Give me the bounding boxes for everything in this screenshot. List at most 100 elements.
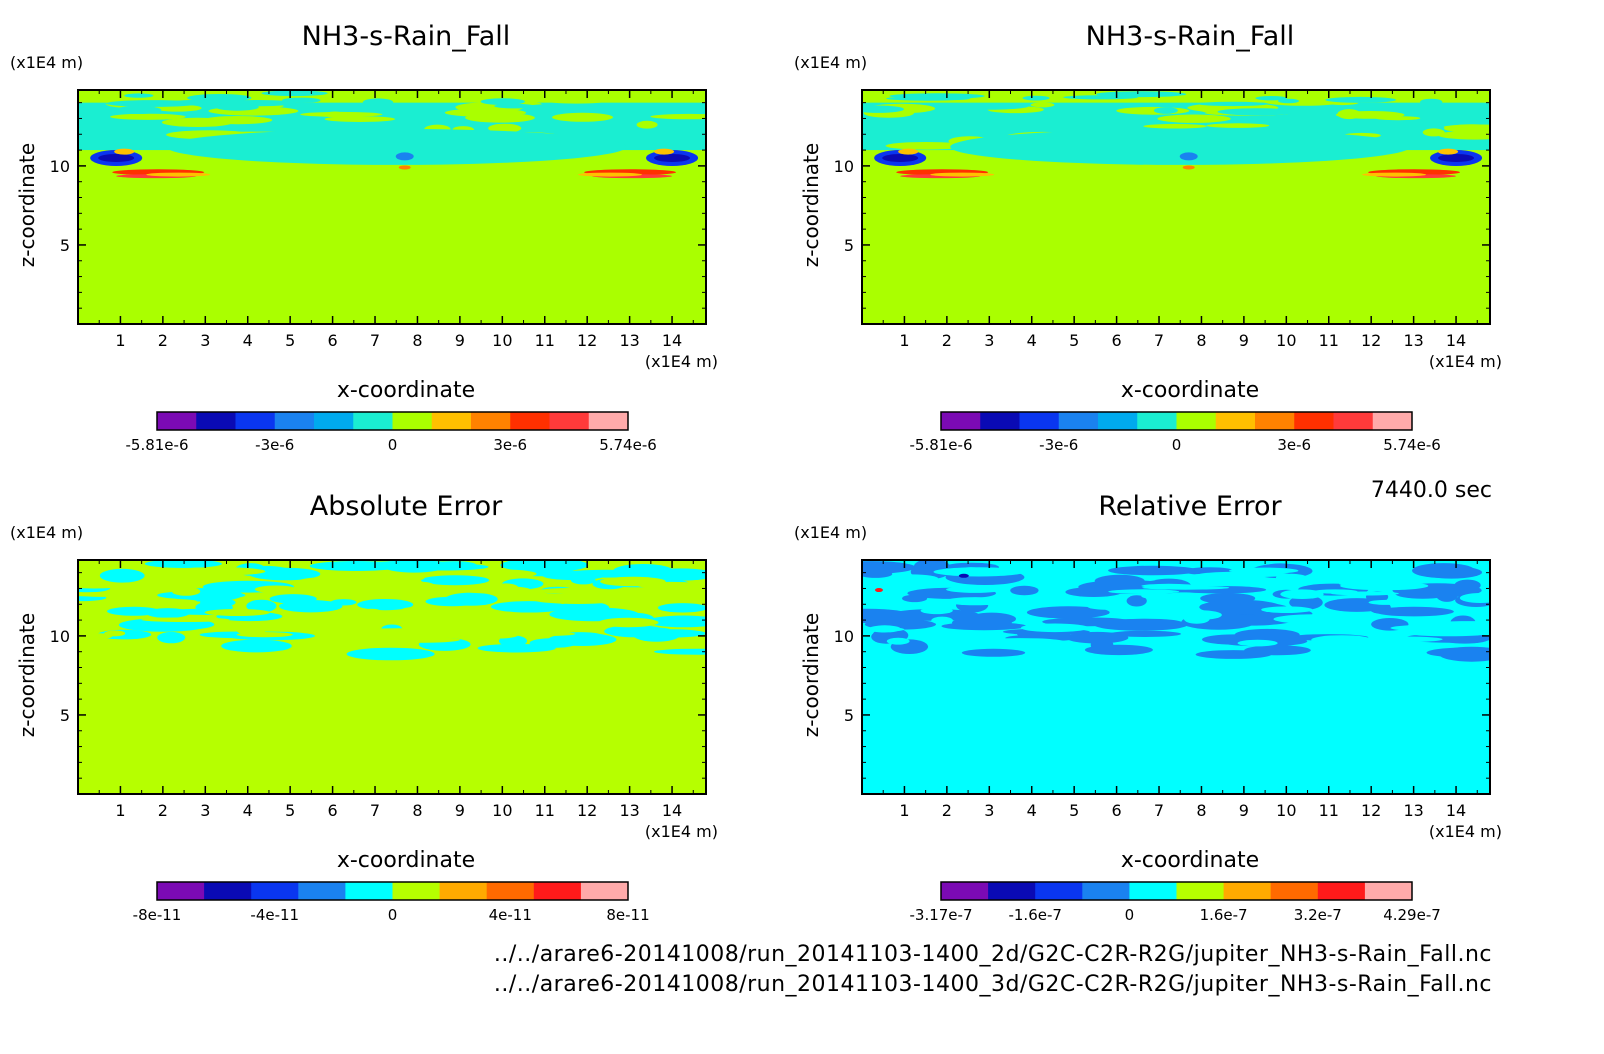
colorbar-swatch [486,882,535,900]
contour-patch [261,90,328,97]
colorbar-swatch [274,412,315,430]
contour-patch [1063,95,1139,100]
colorbar-label: -3e-6 [255,436,294,454]
colorbar-label: -4e-11 [250,906,299,924]
x-tick-label: 11 [535,331,555,350]
contour-patch [324,116,395,122]
colorbar-swatch [439,882,488,900]
x-tick-label: 5 [285,801,295,820]
colorbar-swatch [1058,412,1099,430]
contour-patch [1066,631,1129,644]
contour-patch [654,648,706,655]
colorbar-swatch [157,412,197,430]
x-axis-label: x-coordinate [337,848,475,873]
colorbar-swatch [392,412,433,430]
contour-patch [933,567,1025,577]
contour-patch [336,582,413,587]
y-unit-label: (x1E4 m) [10,53,83,72]
contour-patch [931,616,953,625]
vortex-pos3-right [1362,172,1427,177]
contour-patch [1459,593,1490,603]
contour-patch [400,607,429,615]
contour-patch [666,616,706,627]
x-tick-label: 9 [455,801,465,820]
colorbar: -5.81e-6 -3e-6 0 3e-6 5.74e-6 [126,411,657,454]
contour-patch [1195,650,1272,659]
colorbar-label: 3.2e-7 [1294,906,1342,924]
x-tick-label: 4 [1027,801,1037,820]
colorbar-label: 1.6e-7 [1200,906,1248,924]
colorbar-label: 0 [1125,906,1135,924]
chart-title: Relative Error [1098,491,1282,522]
contour-patch [78,582,123,589]
x-tick-label: 13 [1403,331,1423,350]
x-axis-label: x-coordinate [1121,378,1259,403]
contour-patch [544,98,609,104]
contour-patch [490,601,568,613]
colorbar-swatch [580,882,629,900]
contour-patch [78,591,151,597]
central-dot [395,152,414,161]
contour-patch [236,632,293,638]
contour-patch [372,636,461,643]
contour-patch [961,648,1026,657]
colorbar-swatch [345,882,393,900]
contour-patch [1094,574,1145,588]
contour-patch [465,113,535,123]
contour-patch [862,105,904,113]
x-tick-label: 4 [243,801,253,820]
plot-area [862,560,1490,794]
contour-patch [403,561,448,570]
contour-patch [1454,579,1481,591]
contour-patch [346,647,435,661]
chart-panel-3: Absolute Error(x1E4 m)1 2 3 4 5 6 7 8 9 10 11 12 13 1… [10,491,718,924]
colorbar-swatch [1364,882,1413,900]
colorbar-swatch [988,882,1036,900]
contour-patch [1331,591,1399,596]
contour-patch [1370,639,1409,649]
contour-patch [221,639,292,653]
colorbar-swatch [196,412,236,430]
y-tick-label: 5 [844,706,854,725]
contour-patch [636,120,658,129]
vortex-warm-left [898,148,919,155]
vortex-pos3-left [930,172,995,177]
colorbar-swatch [251,882,299,900]
contour-patch [144,560,222,568]
x-tick-label: 9 [1239,331,1249,350]
colorbar: -5.81e-6 -3e-6 0 3e-6 5.74e-6 [910,411,1441,454]
colorbar-label: -8e-11 [133,906,182,924]
colorbar-label: -3e-6 [1039,436,1078,454]
y-axis-label: z-coordinate [799,613,823,737]
vortex-core-neg-left [882,153,919,162]
contour-patch [107,606,161,616]
x-tick-label: 10 [1276,331,1296,350]
contour-patch [1237,639,1278,647]
contour-patch [650,113,706,120]
x-tick-label: 4 [243,331,253,350]
colorbar-swatch [549,412,590,430]
contour-patch [952,616,1012,630]
x-tick-label: 3 [200,801,210,820]
contour-patch [246,599,277,613]
plot-frame [861,559,1491,795]
x-tick-label: 14 [1446,801,1466,820]
contour-patch [560,569,651,578]
contour-patch [873,627,905,632]
contour-patch [1199,599,1281,615]
vortex-warm-right [1438,148,1459,155]
contour-patch [1261,606,1313,613]
contour-patch [598,617,659,628]
colorbar-swatch [157,882,205,900]
contour-patch [298,577,349,586]
contour-patch [885,142,967,150]
contour-patch [533,595,623,604]
contour-patch [1108,630,1182,637]
contour-patch [886,574,939,583]
contour-patch [1206,123,1270,128]
vortex-pos3-left [146,172,211,177]
y-tick-label: 10 [50,157,70,176]
colorbar-swatch [392,882,441,900]
x-tick-label: 10 [492,801,512,820]
